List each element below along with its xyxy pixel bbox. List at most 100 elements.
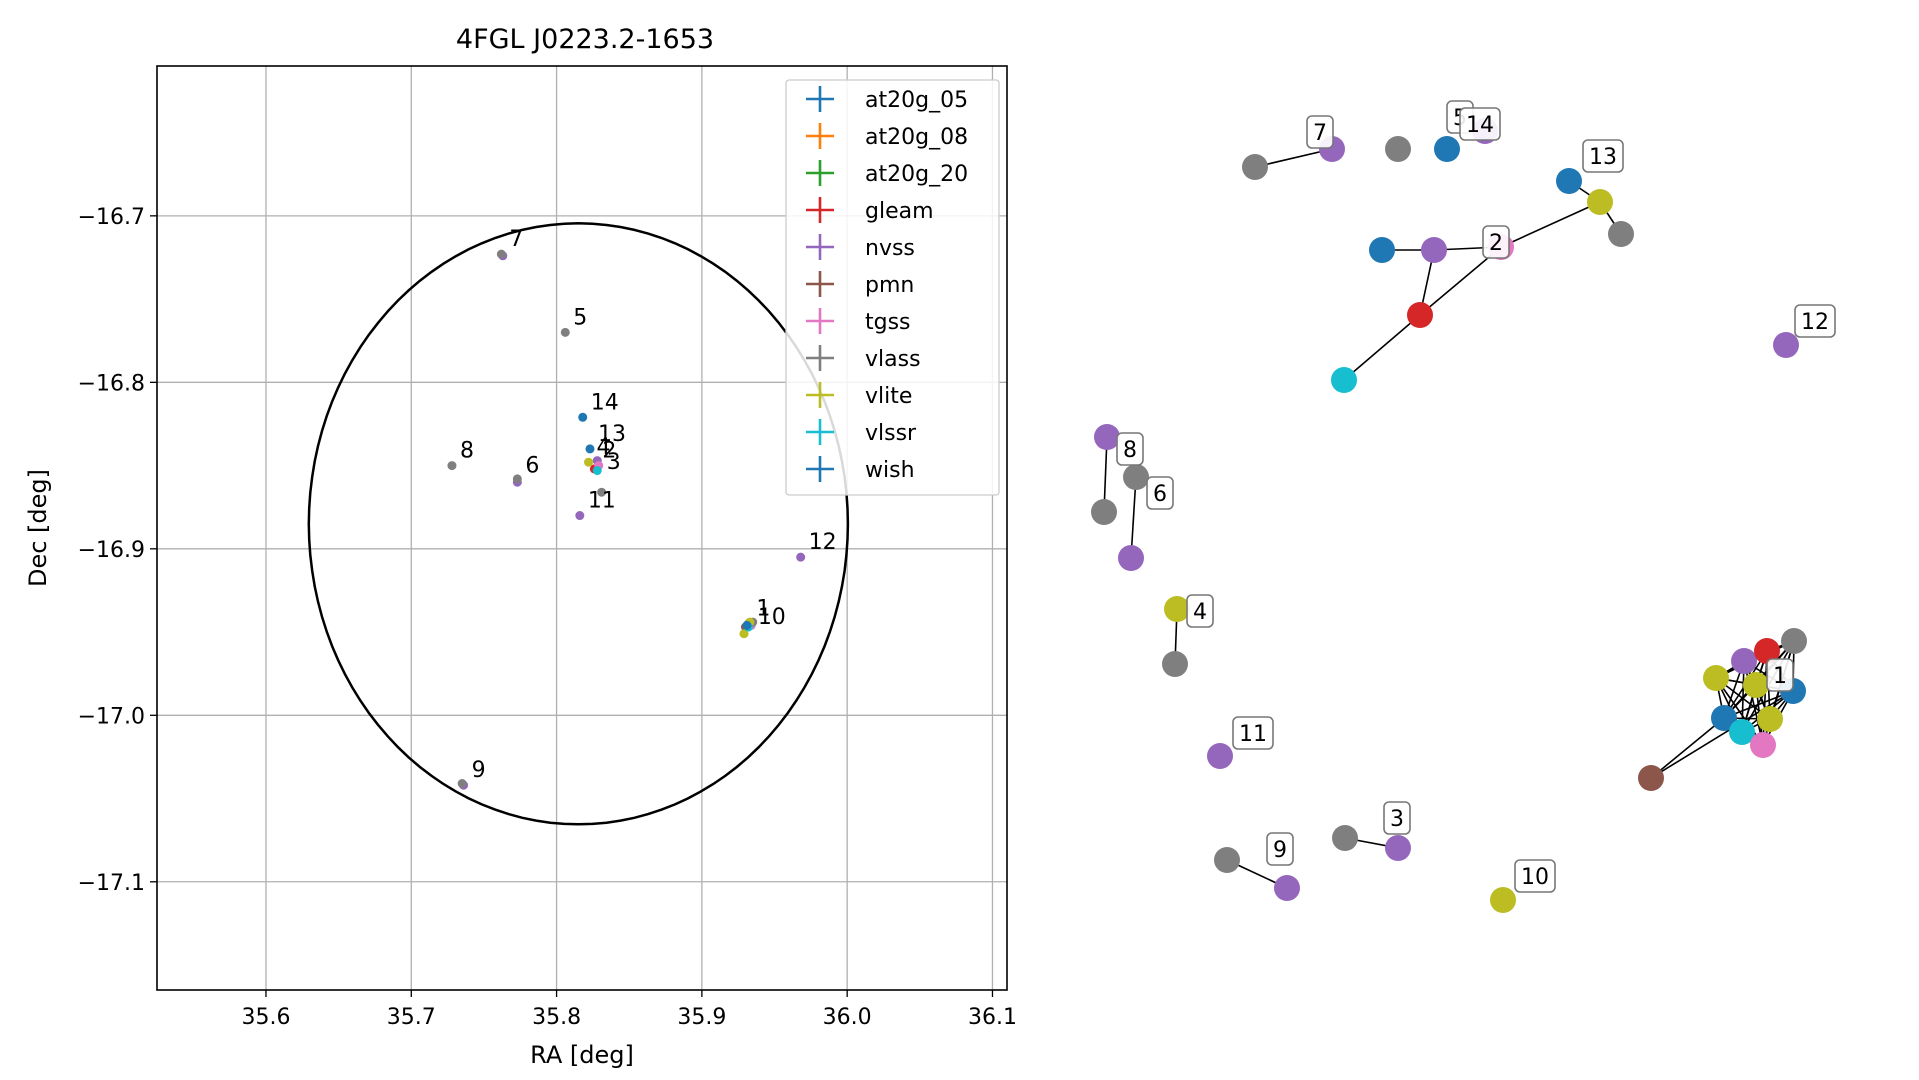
graph-edges (1103, 148, 1795, 889)
node-label: 11 (1239, 722, 1267, 747)
legend-entry: gleam (865, 199, 934, 224)
point-vlite (739, 629, 749, 639)
annotation-label: 9 (472, 758, 486, 783)
graph-edge (1650, 690, 1794, 779)
node-wish (1434, 136, 1460, 162)
legend-entry: wish (865, 458, 915, 483)
node-gleam (1754, 638, 1780, 664)
node-vlass (1162, 651, 1188, 677)
node-label: 10 (1521, 865, 1549, 890)
annotation-label: 7 (509, 227, 523, 252)
x-axis-label: RA [deg] (530, 1041, 634, 1069)
annotation-label: 1 (756, 597, 770, 622)
graph-edge (1500, 201, 1601, 248)
x-tick-label: 35.8 (532, 1005, 581, 1030)
node-label-box (1232, 716, 1274, 750)
annotation-label: 13 (598, 422, 626, 447)
annotation-label: 2 (602, 439, 616, 464)
node-vlite (1164, 596, 1190, 622)
node-label-box (1306, 115, 1334, 149)
point-vlass (496, 249, 506, 259)
node-label: 1 (1773, 664, 1787, 689)
y-tick-label: −16.9 (78, 538, 145, 563)
node-label-box (1794, 304, 1836, 338)
point-nvss (796, 552, 806, 562)
node-wish (1711, 705, 1737, 731)
point-wish (742, 620, 752, 630)
node-vlite (1743, 672, 1769, 698)
point-wish (578, 412, 588, 422)
x-tick-label: 35.9 (677, 1005, 726, 1030)
x-tick-label: 36.1 (968, 1005, 1017, 1030)
x-tick-label: 36.0 (823, 1005, 872, 1030)
node-vlite (1490, 887, 1516, 913)
node-nvss (1207, 743, 1233, 769)
node-vlite (1757, 706, 1783, 732)
y-tick-label: −17.0 (78, 704, 145, 729)
node-label-box (1482, 225, 1510, 259)
node-vlass (1242, 154, 1268, 180)
node-nvss (1421, 237, 1447, 263)
node-vlssr (1729, 719, 1755, 745)
node-label-box (1116, 432, 1144, 466)
node-vlssr (1331, 367, 1357, 393)
node-vlass (1091, 499, 1117, 525)
node-tgss (1750, 732, 1776, 758)
node-nvss (1385, 835, 1411, 861)
node-nvss (1274, 875, 1300, 901)
y-tick-label: −16.7 (78, 205, 145, 230)
node-label: 8 (1123, 438, 1137, 463)
legend-entry: at20g_20 (865, 162, 968, 187)
node-vlass (1332, 825, 1358, 851)
x-tick-label: 35.6 (241, 1005, 290, 1030)
annotation-label: 4 (597, 435, 611, 460)
node-label-box (1582, 139, 1624, 173)
graph-edge (1130, 476, 1137, 559)
node-vlass (1385, 136, 1411, 162)
point-nvss (575, 511, 585, 521)
node-wish (1369, 237, 1395, 263)
node-label: 12 (1801, 310, 1829, 335)
error-ellipse (307, 222, 850, 826)
node-label-box (1514, 859, 1556, 893)
graph-edge (1254, 148, 1333, 168)
legend-entry: vlite (865, 384, 912, 409)
graph-nodes (1091, 118, 1807, 913)
point-vlass (447, 461, 457, 471)
point-vlass (457, 779, 467, 789)
legend-entry: vlass (865, 347, 921, 372)
node-nvss (1118, 545, 1144, 571)
data-points (447, 249, 806, 790)
y-tick-label: −16.8 (78, 371, 145, 396)
annotation-label: 14 (591, 390, 619, 415)
legend-entry: at20g_05 (865, 88, 968, 113)
node-label: 2 (1489, 231, 1503, 256)
annotation-label: 6 (525, 454, 539, 479)
node-vlass (1781, 628, 1807, 654)
legend-entry: at20g_08 (865, 125, 968, 150)
annotation-label: 11 (588, 489, 616, 514)
node-vlass (1123, 464, 1149, 490)
point-vlssr (592, 466, 602, 476)
legend-entry: pmn (865, 273, 914, 298)
node-label-box (1383, 801, 1411, 835)
node-label: 4 (1193, 600, 1207, 625)
node-label: 7 (1313, 121, 1327, 146)
graph-edge (1743, 660, 1764, 746)
node-nvss (1773, 332, 1799, 358)
node-label: 14 (1466, 113, 1494, 138)
annotation-label: 3 (607, 450, 621, 475)
node-label: 13 (1589, 145, 1617, 170)
graph-edge (1343, 314, 1421, 381)
node-label-box (1266, 832, 1294, 866)
graph-edge (1650, 717, 1725, 779)
legend-entry: tgss (865, 310, 911, 335)
node-pmn (1638, 765, 1664, 791)
node-vlite (1587, 189, 1613, 215)
chart-title: 4FGL J0223.2-1653 (456, 24, 714, 55)
y-axis-label: Dec [deg] (24, 469, 52, 587)
